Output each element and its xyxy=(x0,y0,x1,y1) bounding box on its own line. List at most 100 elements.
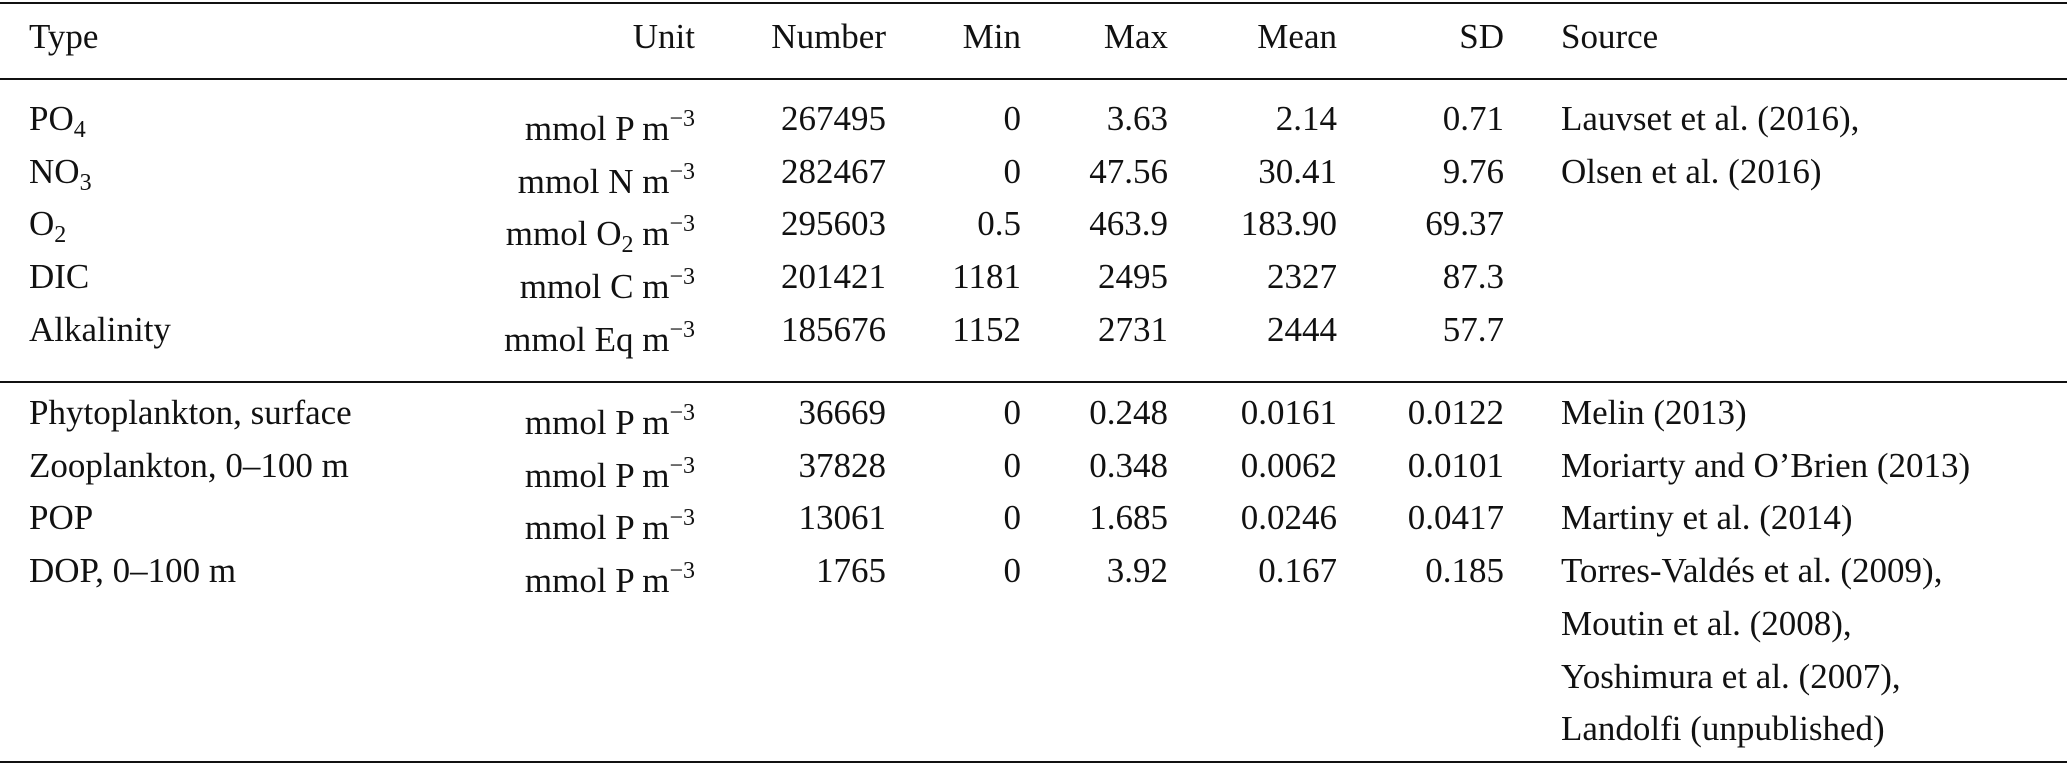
min-cell: 0 xyxy=(1003,99,1022,138)
min-cell: 0 xyxy=(1003,151,1022,191)
min-cell: 1152 xyxy=(952,309,1021,349)
text-segment: −3 xyxy=(669,505,695,532)
text-segment: mmol P m xyxy=(524,403,670,442)
min-cell: 0 xyxy=(1003,498,1022,538)
sd-cell: 9.76 xyxy=(1442,151,1504,191)
text-segment: −3 xyxy=(669,264,695,291)
mean-cell: 0.0062 xyxy=(1240,445,1337,485)
type-cell: O2 xyxy=(29,202,67,249)
max-cell: 2495 xyxy=(1098,257,1168,297)
mean-cell: 0.0246 xyxy=(1240,498,1337,538)
unit-cell: mmol P m−3 xyxy=(525,549,695,600)
source-line: Moutin et al. (2008), xyxy=(1561,603,1852,643)
sd-cell: 0.0417 xyxy=(1407,498,1504,538)
number-cell: 185676 xyxy=(781,309,886,349)
min-cell: 0 xyxy=(1003,551,1022,591)
text-segment: DIC xyxy=(29,257,90,297)
text-segment: −3 xyxy=(669,400,695,426)
text-segment: 3 xyxy=(79,169,92,196)
type-cell: PO4 xyxy=(29,97,86,143)
max-cell: 0.248 xyxy=(1089,393,1168,432)
column-header: Mean xyxy=(1257,17,1337,56)
unit-cell: mmol Eq m−3 xyxy=(504,308,695,359)
mean-cell: 2327 xyxy=(1267,257,1337,297)
number-cell: 282467 xyxy=(781,151,886,191)
column-header: Number xyxy=(771,17,886,56)
text-segment: O xyxy=(29,204,55,244)
unit-cell: mmol C m−3 xyxy=(520,255,695,306)
text-segment: m xyxy=(633,214,670,254)
type-cell: NO3 xyxy=(29,150,92,196)
unit-cell: mmol O2 m−3 xyxy=(506,202,695,258)
column-header: Type xyxy=(29,17,99,56)
unit-cell: mmol P m−3 xyxy=(525,496,695,547)
type-cell: Alkalinity xyxy=(29,308,171,352)
mean-cell: 0.167 xyxy=(1258,551,1337,591)
sd-cell: 0.71 xyxy=(1442,99,1504,138)
number-cell: 295603 xyxy=(781,204,886,244)
mean-cell: 2.14 xyxy=(1275,99,1337,138)
sd-cell: 0.0101 xyxy=(1407,445,1504,485)
text-segment: −3 xyxy=(669,158,695,185)
column-header: Max xyxy=(1103,17,1168,56)
max-cell: 47.56 xyxy=(1089,151,1168,191)
text-segment: 2 xyxy=(54,222,67,249)
text-segment: mmol P m xyxy=(524,561,670,601)
text-segment: Phytoplankton, surface xyxy=(29,393,352,432)
mean-cell: 0.0161 xyxy=(1240,393,1337,432)
text-segment: mmol P m xyxy=(524,455,670,495)
text-segment: 2 xyxy=(621,232,634,259)
unit-cell: mmol N m−3 xyxy=(518,150,695,201)
text-segment: mmol O xyxy=(505,214,622,254)
source-line: Torres-Valdés et al. (2009), xyxy=(1561,551,1943,591)
text-segment: −3 xyxy=(669,211,695,238)
text-segment: 4 xyxy=(73,117,86,143)
source-line: Yoshimura et al. (2007), xyxy=(1561,656,1901,696)
group-rule xyxy=(0,381,2067,383)
mean-cell: 2444 xyxy=(1267,309,1337,349)
min-cell: 1181 xyxy=(952,257,1021,297)
max-cell: 463.9 xyxy=(1089,204,1168,244)
source-line: Lauvset et al. (2016), xyxy=(1561,99,1860,138)
number-cell: 37828 xyxy=(798,445,887,485)
sd-cell: 87.3 xyxy=(1442,257,1504,297)
sd-cell: 0.0122 xyxy=(1407,393,1504,432)
text-segment: Alkalinity xyxy=(29,309,171,349)
text-segment: Zooplankton, 0–100 m xyxy=(29,445,349,485)
min-cell: 0 xyxy=(1003,393,1022,432)
type-cell: POP xyxy=(29,496,93,540)
sd-cell: 57.7 xyxy=(1442,309,1504,349)
text-segment: −3 xyxy=(669,316,695,343)
text-segment: POP xyxy=(29,498,94,538)
number-cell: 201421 xyxy=(781,257,886,297)
text-segment: −3 xyxy=(669,452,695,479)
min-cell: 0.5 xyxy=(977,204,1021,244)
column-header: SD xyxy=(1459,17,1504,56)
unit-cell: mmol P m−3 xyxy=(525,97,695,148)
sd-cell: 69.37 xyxy=(1425,204,1504,244)
source-line: Martiny et al. (2014) xyxy=(1561,498,1853,538)
type-cell: Phytoplankton, surface xyxy=(29,391,352,435)
text-segment: −3 xyxy=(669,106,695,132)
top-rule xyxy=(0,2,2067,4)
text-segment: mmol P m xyxy=(524,109,670,148)
source-line: Landolfi (unpublished) xyxy=(1561,709,1885,749)
min-cell: 0 xyxy=(1003,445,1022,485)
mean-cell: 183.90 xyxy=(1240,204,1337,244)
source-line: Moriarty and O’Brien (2013) xyxy=(1561,445,1971,485)
text-segment: mmol Eq m xyxy=(504,319,670,359)
column-header: Source xyxy=(1561,17,1659,56)
column-header: Unit xyxy=(632,17,695,56)
unit-cell: mmol P m−3 xyxy=(525,391,695,442)
mean-cell: 30.41 xyxy=(1258,151,1337,191)
source-line: Olsen et al. (2016) xyxy=(1561,151,1822,191)
text-segment: mmol C m xyxy=(519,267,670,307)
text-segment: mmol P m xyxy=(524,508,670,548)
max-cell: 3.63 xyxy=(1106,99,1168,138)
number-cell: 36669 xyxy=(798,393,887,432)
type-cell: DIC xyxy=(29,255,89,299)
header-rule xyxy=(0,78,2067,80)
sd-cell: 0.185 xyxy=(1425,551,1504,591)
text-segment: −3 xyxy=(669,558,695,585)
